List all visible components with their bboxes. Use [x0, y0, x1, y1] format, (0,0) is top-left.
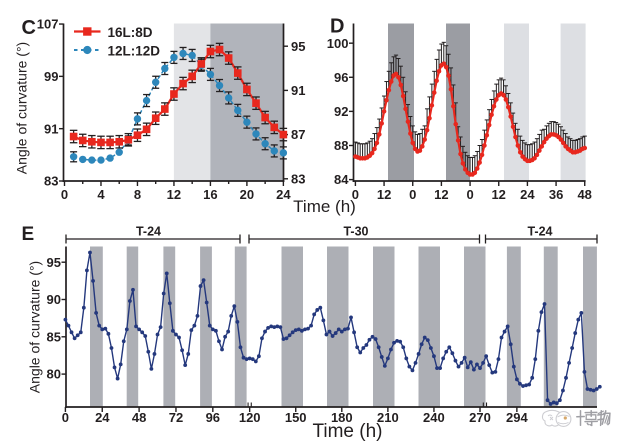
svg-text:12L:12D: 12L:12D	[108, 44, 161, 59]
svg-text:240: 240	[423, 410, 445, 425]
svg-text:E: E	[22, 224, 35, 245]
svg-text:83: 83	[291, 171, 305, 186]
svg-text:24: 24	[95, 410, 110, 425]
svg-text:72: 72	[169, 410, 183, 425]
svg-text:0: 0	[466, 187, 473, 202]
svg-text:88: 88	[334, 138, 348, 153]
svg-text:24: 24	[276, 187, 291, 202]
svg-text:16L:8D: 16L:8D	[108, 25, 153, 40]
svg-text:96: 96	[206, 410, 220, 425]
svg-text:95: 95	[291, 39, 305, 54]
svg-text:92: 92	[334, 104, 348, 119]
svg-text:12: 12	[377, 187, 391, 202]
svg-text:95: 95	[47, 255, 61, 270]
svg-text:Time (h): Time (h)	[293, 197, 356, 216]
svg-text:20: 20	[240, 187, 254, 202]
svg-text:48: 48	[577, 187, 591, 202]
svg-text:4: 4	[97, 187, 105, 202]
svg-text:96: 96	[334, 70, 348, 85]
svg-text:T-30: T-30	[343, 225, 368, 239]
svg-text:Angle of curvature (°): Angle of curvature (°)	[27, 261, 43, 393]
svg-text:210: 210	[377, 410, 399, 425]
svg-text:8: 8	[134, 187, 141, 202]
svg-text:294: 294	[506, 410, 528, 425]
svg-text:0: 0	[61, 187, 68, 202]
svg-text:91: 91	[291, 83, 305, 98]
svg-text:24: 24	[520, 187, 535, 202]
svg-text:C: C	[22, 17, 36, 39]
svg-text:83: 83	[44, 174, 58, 189]
svg-text:16: 16	[203, 187, 217, 202]
svg-text:Time (h): Time (h)	[312, 421, 382, 442]
svg-text:T-24: T-24	[136, 225, 161, 239]
svg-text:91: 91	[44, 121, 58, 136]
svg-text:T-24: T-24	[527, 225, 552, 239]
svg-text:12: 12	[167, 187, 181, 202]
svg-text:12: 12	[434, 187, 448, 202]
svg-text:150: 150	[285, 410, 307, 425]
svg-text:107: 107	[37, 17, 59, 32]
svg-text:12: 12	[491, 187, 505, 202]
svg-text:48: 48	[132, 410, 146, 425]
svg-text:0: 0	[62, 410, 69, 425]
svg-text:0: 0	[352, 187, 359, 202]
svg-text:84: 84	[334, 172, 349, 187]
svg-text:87: 87	[291, 127, 305, 142]
svg-text:36: 36	[549, 187, 563, 202]
svg-text:100: 100	[327, 36, 349, 51]
svg-text:180: 180	[331, 410, 353, 425]
svg-text:120: 120	[239, 410, 261, 425]
svg-text:90: 90	[47, 292, 61, 307]
svg-text:0: 0	[409, 187, 416, 202]
svg-text:Angle of curvature (°): Angle of curvature (°)	[14, 42, 30, 174]
svg-text:85: 85	[47, 329, 61, 344]
svg-text:99: 99	[44, 69, 58, 84]
svg-text:D: D	[330, 16, 344, 38]
svg-text:80: 80	[47, 367, 61, 382]
svg-text:270: 270	[469, 410, 491, 425]
